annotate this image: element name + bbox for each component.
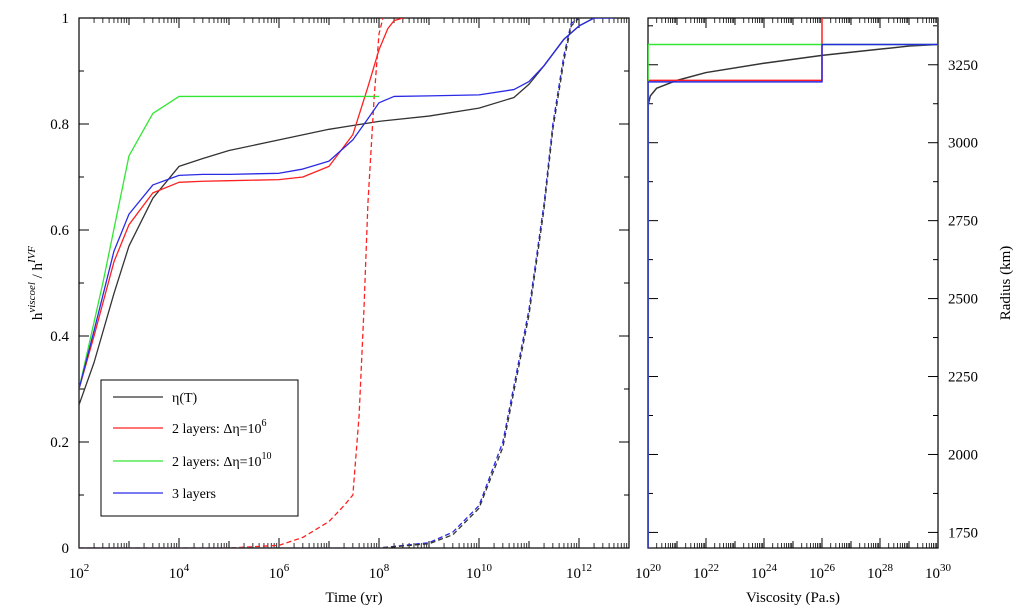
left-x-tick-label: 1012 (566, 562, 592, 582)
left-series-line-3 (79, 95, 379, 390)
legend-label-3-layers: 3 layers (172, 487, 216, 502)
right-x-tick-label: 1020 (635, 562, 662, 582)
legend-label-eta-t: η(T) (172, 391, 198, 406)
right-y-tick-label: 1750 (948, 525, 978, 541)
y-title-sup-den: IVF (26, 246, 38, 264)
left-x-tick-label: 108 (369, 562, 390, 582)
legend-entry-3-layers: 3 layers (113, 487, 216, 502)
right-y-tick-label: 2000 (948, 447, 978, 463)
right-x-tick-label: 1024 (751, 562, 778, 582)
right-x-tick-label: 1022 (693, 562, 719, 582)
right-series-group (648, 18, 938, 548)
right-y-tick-label: 3000 (948, 136, 978, 152)
svg-text:hviscoel / hIVF: hviscoel / hIVF (26, 246, 46, 321)
legend-entry-2-layers-10: 2 layers: Δη=1010 (113, 451, 272, 470)
right-y-tick-label: 2250 (948, 370, 978, 386)
left-y-tick-label: 0 (62, 541, 70, 557)
right-x-tick-label: 1030 (925, 562, 952, 582)
right-x-tick-label: 1028 (867, 562, 894, 582)
left-y-tick-label: 0.6 (50, 223, 69, 239)
left-x-tick-labels: 102 104 106 108 1010 1012 (69, 562, 592, 582)
left-y-axis-title: hviscoel / hIVF (26, 246, 46, 321)
right-y-tick-label: 2500 (948, 292, 978, 308)
right-x-tick-labels: 1020 1022 1024 1026 1028 1030 (635, 562, 952, 582)
left-panel: 102 104 106 108 1010 1012 0 0.2 0.4 0.6 0.8 1 Time… (26, 11, 630, 606)
left-x-tick-label: 102 (69, 562, 90, 582)
left-x-axis-title: Time (yr) (325, 590, 382, 606)
y-title-slash: / h (30, 262, 46, 282)
left-y-tick-label: 0.4 (50, 329, 69, 345)
y-title-sup-num: viscoel (26, 282, 38, 313)
right-y-tick-labels: 1750 2000 2250 2500 2750 3000 3250 (948, 58, 978, 542)
legend-entry-eta-t: η(T) (113, 391, 198, 406)
left-series-line-6 (79, 18, 580, 548)
right-y-tick-label: 2750 (948, 214, 978, 230)
right-x-tick-label: 1026 (809, 562, 836, 582)
right-series-line-2 (648, 18, 938, 548)
legend: η(T) 2 layers: Δη=106 2 layers: Δη=1010 … (100, 379, 299, 517)
right-panel: 1020 1022 1024 1026 1028 1030 1750 2000 2250 250… (635, 17, 1014, 606)
right-axis-ticks (647, 18, 939, 548)
left-x-tick-label: 1010 (466, 562, 493, 582)
right-series-line-3 (648, 18, 938, 548)
legend-label-2-layers-10: 2 layers: Δη=1010 (172, 451, 272, 470)
legend-label-2-layers-6: 2 layers: Δη=106 (172, 418, 267, 437)
left-y-tick-label: 0.8 (50, 117, 69, 133)
right-y-axis-title: Radius (km) (998, 246, 1014, 321)
right-plot-frame (647, 17, 939, 549)
left-y-tick-label: 0.2 (50, 435, 69, 451)
left-series-line-1 (79, 18, 404, 390)
right-y-tick-label: 3250 (948, 58, 978, 74)
right-series-line-0 (648, 18, 938, 548)
left-series-group (79, 18, 614, 548)
left-y-tick-labels: 0 0.2 0.4 0.6 0.8 1 (50, 11, 69, 557)
left-x-tick-label: 104 (169, 562, 190, 582)
legend-entry-2-layers-6: 2 layers: Δη=106 (113, 418, 267, 437)
y-title-h: h (30, 312, 46, 320)
left-series-line-4 (79, 18, 614, 390)
left-y-tick-label: 1 (62, 11, 70, 27)
left-x-tick-label: 106 (269, 562, 290, 582)
right-x-axis-title: Viscosity (Pa.s) (746, 590, 840, 606)
